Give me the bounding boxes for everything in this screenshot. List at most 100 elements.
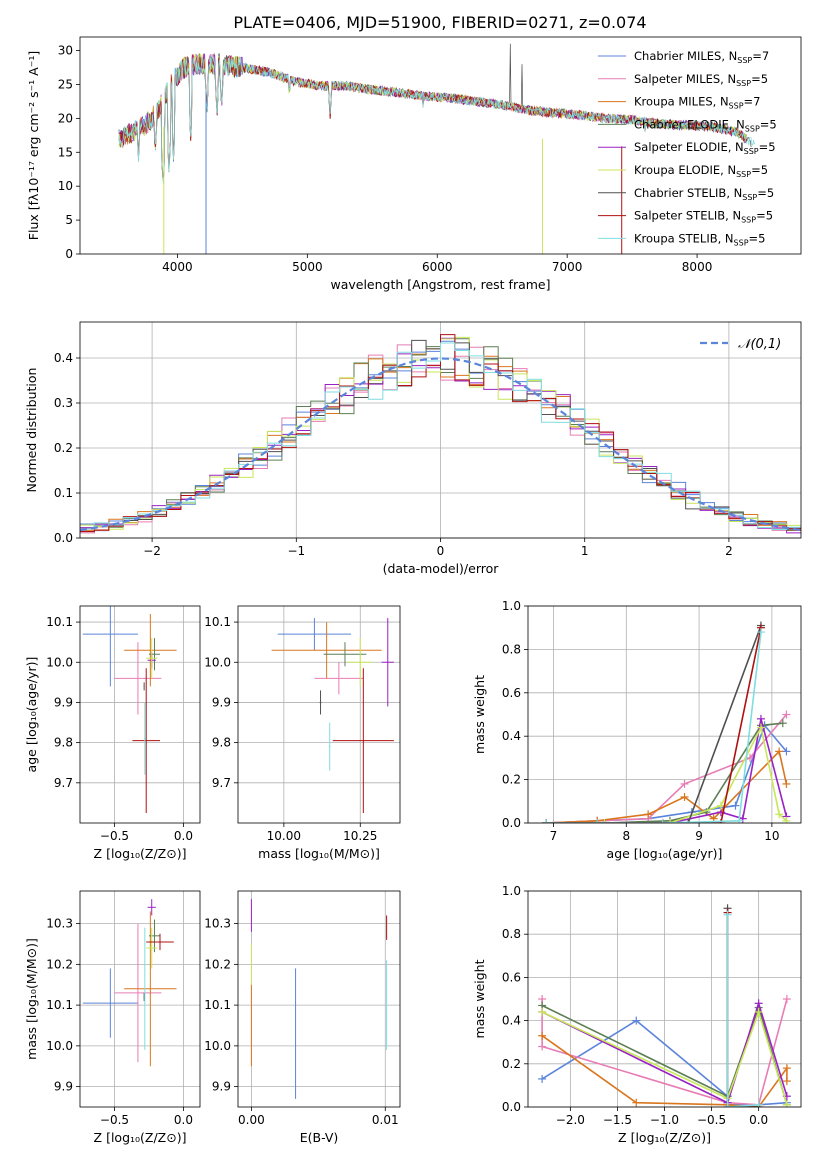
errorbar-chabrier-miles xyxy=(82,606,138,687)
x-axis-label: E(B-V) xyxy=(300,1130,339,1145)
weight-marker xyxy=(680,779,689,788)
x-tick-label: 7 xyxy=(550,829,558,843)
weight-marker xyxy=(538,1042,547,1051)
x-tick-label: 2 xyxy=(725,544,733,558)
y-tick-label: 30 xyxy=(58,44,73,58)
x-axis-label: Z [log₁₀(Z/Z⊙)] xyxy=(94,846,187,861)
legend-entry: Chabrier MILES, NSSP=7 xyxy=(634,49,769,65)
mass-vs-Z-data xyxy=(82,899,177,1067)
weight-line-6 xyxy=(546,625,762,823)
y-tick-label: 9.7 xyxy=(212,776,231,790)
weight-marker xyxy=(782,1100,791,1107)
x-axis-label: Z [log₁₀(Z/Z⊙)] xyxy=(94,1130,187,1145)
y-tick-label: 9.8 xyxy=(54,736,73,750)
weight-marker xyxy=(538,1031,547,1040)
y-tick-label: 9.9 xyxy=(212,1080,231,1094)
x-tick-label: 0.0 xyxy=(174,1113,193,1127)
weight-vs-age-axes: 7 8 9 10 0.0 0.2 0.4 0.6 0.8 1.0 age [log₁₀(age/yr… xyxy=(472,599,802,861)
y-tick-label: 0.0 xyxy=(502,1100,521,1114)
errorbar-chabrier-stelib xyxy=(319,690,322,715)
legend-entry: Kroupa STELIB, NSSP=5 xyxy=(634,231,765,247)
y-tick-label: 1.0 xyxy=(502,599,521,613)
weight-marker xyxy=(754,1100,763,1107)
errorbar-chabrier-stelib xyxy=(143,682,145,691)
errorbar-kroupa-elodie xyxy=(146,927,158,969)
errorbar-salpeter-stelib xyxy=(332,668,394,813)
y-tick-label: 0.2 xyxy=(502,1057,521,1071)
y-axis-label: mass weight xyxy=(472,959,487,1038)
weight-marker xyxy=(644,810,653,819)
y-tick-label: 0.6 xyxy=(502,686,521,700)
x-tick-label: 10.00 xyxy=(267,829,301,843)
weight-marker xyxy=(723,1103,732,1107)
x-tick-label: 10 xyxy=(764,829,779,843)
mass-vs-Z-axes: −0.5 0.0 9.9 10.0 10.1 10.2 10.3 Z [log₁₀(Z/Z⊙)… xyxy=(24,890,201,1145)
weight-marker xyxy=(782,779,791,788)
errorbar-kroupa-elodie xyxy=(348,638,373,687)
y-tick-label: 10.0 xyxy=(46,1039,73,1053)
x-tick-label: −1.5 xyxy=(603,1113,632,1127)
mass-vs-Z-frame xyxy=(79,890,201,1108)
weight-marker xyxy=(756,723,765,732)
weight-line-8 xyxy=(726,914,759,1107)
mass-vs-Z-plot-area xyxy=(80,891,200,1107)
y-tick-label: 15 xyxy=(58,145,73,159)
x-tick-label: 9 xyxy=(695,829,703,843)
errorbar-salpeter-elodie xyxy=(147,899,156,916)
x-axis-label: wavelength [Angstrom, rest frame] xyxy=(330,277,550,292)
y-tick-label: 9.9 xyxy=(54,1080,73,1094)
weight-line-5 xyxy=(541,1009,788,1106)
x-axis-label: age [log₁₀(age/yr)] xyxy=(607,846,723,861)
age-vs-mass-axes: 10.00 10.25 9.7 9.8 9.9 10.0 10.1 mass [log₁₀(M… xyxy=(204,605,401,861)
weight-marker xyxy=(684,819,693,823)
y-tick-label: 20 xyxy=(58,111,73,125)
x-tick-label: 0.00 xyxy=(238,1113,265,1127)
weight-marker xyxy=(731,801,740,810)
y-tick-label: 25 xyxy=(58,77,73,91)
x-tick-label: 4000 xyxy=(162,260,193,274)
legend-entry: Salpeter MILES, NSSP=5 xyxy=(634,72,768,88)
spectrum-axes: 4000 5000 6000 7000 8000 0 5 10 15 20 25 30 waveleng… xyxy=(26,36,802,292)
age-vs-mass-plot-area xyxy=(238,606,400,823)
weight-marker xyxy=(723,910,732,919)
x-tick-label: −0.5 xyxy=(697,1113,726,1127)
x-tick-label: 0.01 xyxy=(372,1113,399,1127)
x-tick-label: −0.5 xyxy=(100,829,129,843)
weight-marker xyxy=(782,995,791,1003)
x-tick-label: 10.25 xyxy=(343,829,377,843)
spectrum-legend: Chabrier MILES, NSSP=7 Salpeter MILES, NS… xyxy=(598,49,777,247)
weight-marker xyxy=(716,801,725,810)
age-vs-mass-data xyxy=(271,618,394,813)
weight-marker xyxy=(632,1098,641,1107)
errorbar-chabrier-elodie xyxy=(148,919,160,953)
age-vs-Z-axes: −0.5 0.0 9.7 9.8 9.9 10.0 10.1 Z [log₁₀(Z/Z⊙)] a… xyxy=(24,605,201,861)
spectrum-line-8 xyxy=(118,55,756,185)
legend-entry: Kroupa ELODIE, NSSP=5 xyxy=(634,163,768,179)
weight-marker xyxy=(716,819,725,823)
weight-marker xyxy=(782,1064,791,1073)
x-tick-label: 7000 xyxy=(552,260,583,274)
y-tick-label: 0.6 xyxy=(502,970,521,984)
errorbar-salpeter-miles xyxy=(114,923,162,1063)
errorbar-chabrier-elodie xyxy=(323,642,367,667)
normal-curve xyxy=(80,357,801,532)
y-tick-label: 10.0 xyxy=(204,655,231,669)
y-tick-label: 9.7 xyxy=(54,776,73,790)
y-tick-label: 1.0 xyxy=(502,884,521,898)
x-tick-label: −2.0 xyxy=(556,1113,585,1127)
spectrum-data xyxy=(118,43,756,254)
errorbar-kroupa-stelib xyxy=(144,702,146,775)
weight-marker xyxy=(782,747,791,756)
normal-legend-label: 𝒩(0,1) xyxy=(738,337,781,352)
errorbar-salpeter-stelib xyxy=(146,933,174,951)
errorbar-salpeter-miles xyxy=(314,662,364,695)
y-tick-label: 10.3 xyxy=(46,917,73,931)
legend-entry: Salpeter ELODIE, NSSP=5 xyxy=(634,140,776,156)
errorbar-chabrier-elodie xyxy=(148,638,160,671)
weight-line-7 xyxy=(546,627,762,823)
y-tick-label: 0.4 xyxy=(502,729,521,743)
y-tick-label: 9.8 xyxy=(212,736,231,750)
y-axis-label: mass weight xyxy=(472,675,487,754)
age-vs-mass-frame xyxy=(237,605,401,824)
y-axis-label: age [log₁₀(age/yr)] xyxy=(24,657,39,773)
